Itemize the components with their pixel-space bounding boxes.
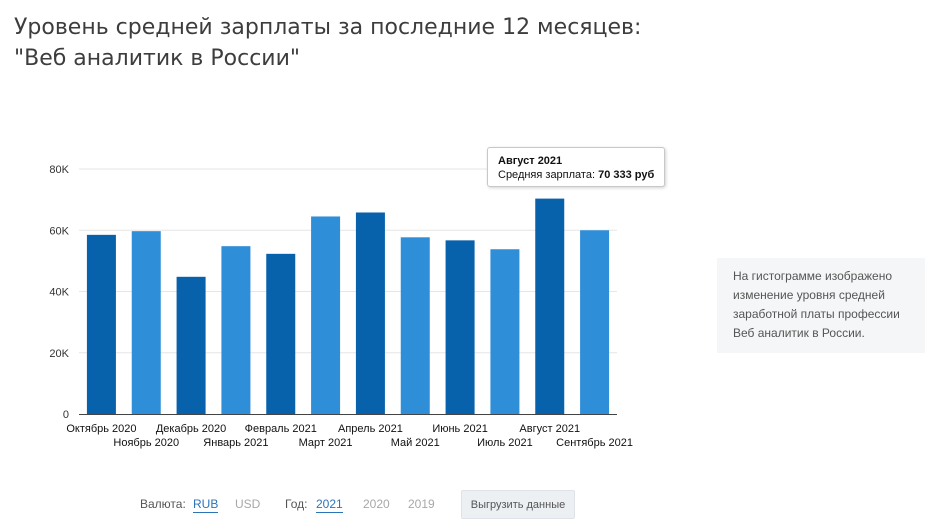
x-tick-label: Ноябрь 2020 bbox=[113, 437, 179, 449]
page-title: Уровень средней зарплаты за последние 12… bbox=[14, 12, 641, 74]
tooltip-value: 70 333 руб bbox=[598, 169, 655, 181]
x-tick-label: Сентябрь 2021 bbox=[556, 437, 633, 449]
currency-option-rub[interactable]: RUB bbox=[193, 497, 219, 513]
x-tick-label: Август 2021 bbox=[519, 423, 580, 435]
bar[interactable] bbox=[221, 246, 251, 414]
year-option-2020[interactable]: 2020 bbox=[363, 497, 390, 511]
bar[interactable] bbox=[131, 231, 161, 414]
chart-bars bbox=[86, 198, 610, 414]
y-tick-label: 40K bbox=[49, 287, 69, 299]
note-line-2: изменение уровня средней bbox=[733, 288, 885, 302]
bar-tooltip: Август 2021 Средняя зарплата: 70 333 руб bbox=[487, 147, 665, 187]
bar[interactable] bbox=[580, 230, 610, 414]
x-tick-label: Апрель 2021 bbox=[338, 423, 403, 435]
x-tick-label: Февраль 2021 bbox=[245, 423, 317, 435]
note-line-3: заработной платы профессии bbox=[733, 307, 900, 321]
x-tick-label: Июль 2021 bbox=[477, 437, 533, 449]
y-tick-label: 20K bbox=[49, 348, 69, 360]
page-title-line2: "Веб аналитик в России" bbox=[14, 46, 300, 71]
export-data-button[interactable]: Выгрузить данные bbox=[461, 490, 575, 519]
bar[interactable] bbox=[355, 212, 385, 414]
x-tick-label: Март 2021 bbox=[299, 437, 353, 449]
bar[interactable] bbox=[266, 253, 296, 414]
tooltip-line: Средняя зарплата: 70 333 руб bbox=[498, 168, 664, 183]
x-tick-label: Декабрь 2020 bbox=[156, 423, 226, 435]
x-tick-label: Январь 2021 bbox=[203, 437, 268, 449]
bar[interactable] bbox=[400, 237, 430, 414]
bar[interactable] bbox=[86, 234, 116, 414]
chart-description-note: На гистограмме изображено изменение уров… bbox=[717, 258, 925, 353]
year-label: Год: bbox=[285, 497, 308, 511]
x-tick-label: Июнь 2021 bbox=[432, 423, 488, 435]
year-option-2021[interactable]: 2021 bbox=[316, 497, 343, 513]
y-axis-ticks: 0 20K 40K 60K 80K bbox=[49, 164, 69, 421]
note-line-1: На гистограмме изображено bbox=[733, 269, 892, 283]
tooltip-label: Средняя зарплата: bbox=[498, 169, 599, 181]
bar[interactable] bbox=[535, 198, 565, 414]
tooltip-title: Август 2021 bbox=[498, 155, 563, 167]
bar[interactable] bbox=[176, 276, 206, 414]
currency-option-usd[interactable]: USD bbox=[235, 497, 261, 511]
bar[interactable] bbox=[490, 249, 520, 414]
chart-controls: Валюта: RUB USD Год: 2021 2020 2019 Выгр… bbox=[0, 488, 941, 520]
x-axis-ticks: Октябрь 2020 Ноябрь 2020 Декабрь 2020 Январ… bbox=[66, 423, 633, 449]
y-tick-label: 80K bbox=[49, 164, 69, 176]
bar[interactable] bbox=[311, 216, 341, 414]
y-tick-label: 0 bbox=[63, 409, 69, 421]
x-tick-label: Май 2021 bbox=[391, 437, 440, 449]
y-tick-label: 60K bbox=[49, 225, 69, 237]
note-line-4: Веб аналитик в России. bbox=[733, 326, 865, 340]
salary-bar-chart: 0 20K 40K 60K 80K Октябрь 2020 Ноябрь 2020 Дек… bbox=[49, 164, 633, 449]
year-option-2019[interactable]: 2019 bbox=[408, 497, 435, 511]
page-title-line1: Уровень средней зарплаты за последние 12… bbox=[14, 15, 642, 40]
x-tick-label: Октябрь 2020 bbox=[66, 423, 136, 435]
currency-label: Валюта: bbox=[140, 497, 186, 511]
bar[interactable] bbox=[445, 240, 475, 414]
